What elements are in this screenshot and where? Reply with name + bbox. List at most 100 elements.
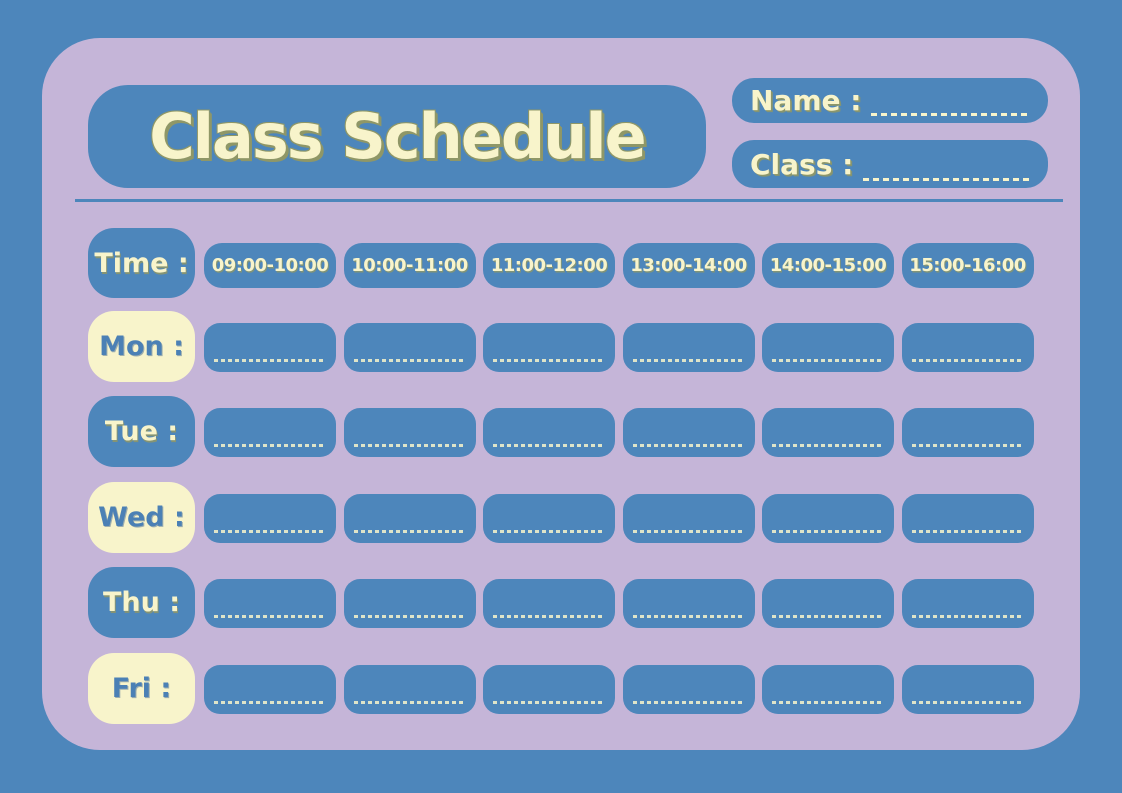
schedule-cell[interactable] [343, 408, 476, 457]
cell-write-line [353, 444, 466, 447]
day-label-text: Tue : [104, 416, 179, 447]
time-slot-text: 14:00-15:00 [769, 255, 887, 276]
cell-write-line [493, 615, 605, 618]
time-header-label: Time : [88, 228, 195, 298]
schedule-cell[interactable] [204, 323, 336, 372]
day-label-wed: Wed : [88, 482, 195, 553]
schedule-cell[interactable] [483, 323, 615, 372]
cell-write-line [214, 615, 326, 618]
day-cells-tue [204, 396, 1034, 457]
schedule-cell[interactable] [622, 323, 755, 372]
schedule-cell[interactable] [762, 579, 894, 628]
cell-write-line [772, 701, 884, 704]
cell-write-line [911, 615, 1024, 618]
day-row-mon: Mon : [88, 311, 1034, 382]
schedule-cell[interactable] [622, 494, 755, 543]
day-cells-thu [204, 567, 1034, 628]
cell-write-line [632, 444, 745, 447]
schedule-cell[interactable] [622, 579, 755, 628]
schedule-cell[interactable] [483, 579, 615, 628]
day-row-fri: Fri : [88, 653, 1034, 724]
day-label-text: Wed : [98, 502, 185, 533]
page-title: Class Schedule [149, 100, 646, 173]
schedule-cell[interactable] [762, 665, 894, 714]
day-label-mon: Mon : [88, 311, 195, 382]
schedule-cell[interactable] [901, 494, 1034, 543]
name-label: Name : [750, 84, 862, 117]
day-cells-wed [204, 482, 1034, 543]
time-slot: 11:00-12:00 [483, 243, 615, 288]
time-slot: 10:00-11:00 [343, 243, 476, 288]
day-cells-mon [204, 311, 1034, 372]
title-box: Class Schedule [88, 85, 706, 188]
cell-write-line [353, 359, 466, 362]
schedule-cell[interactable] [204, 408, 336, 457]
schedule-cell[interactable] [901, 665, 1034, 714]
schedule-cell[interactable] [901, 323, 1034, 372]
day-row-tue: Tue : [88, 396, 1034, 467]
day-label-tue: Tue : [88, 396, 195, 467]
time-slot-text: 09:00-10:00 [211, 255, 329, 276]
day-label-text: Thu : [102, 587, 181, 618]
cell-write-line [632, 359, 745, 362]
schedule-cell[interactable] [343, 579, 476, 628]
time-slot-text: 10:00-11:00 [351, 255, 468, 276]
day-label-thu: Thu : [88, 567, 195, 638]
cell-write-line [493, 701, 605, 704]
schedule-cell[interactable] [483, 494, 615, 543]
time-slot-text: 15:00-16:00 [909, 255, 1026, 276]
schedule-cell[interactable] [483, 408, 615, 457]
schedule-cell[interactable] [343, 665, 476, 714]
divider-line [75, 199, 1063, 202]
schedule-cell[interactable] [762, 408, 894, 457]
name-field[interactable]: Name : [732, 78, 1048, 123]
time-slot: 09:00-10:00 [204, 243, 336, 288]
cell-write-line [353, 701, 466, 704]
schedule-cell[interactable] [204, 665, 336, 714]
schedule-card: Class Schedule Name : Class : Time : 09:… [42, 38, 1080, 750]
schedule-cell[interactable] [483, 665, 615, 714]
cell-write-line [353, 615, 466, 618]
cell-write-line [911, 701, 1024, 704]
schedule-cell[interactable] [622, 665, 755, 714]
class-label: Class : [750, 147, 854, 181]
schedule-cell[interactable] [762, 494, 894, 543]
schedule-cell[interactable] [622, 408, 755, 457]
cell-write-line [632, 615, 745, 618]
name-write-line[interactable] [871, 113, 1030, 116]
cell-write-line [214, 530, 326, 533]
cell-write-line [632, 530, 745, 533]
cell-write-line [493, 359, 605, 362]
time-slot-text: 11:00-12:00 [490, 255, 608, 276]
time-slot: 15:00-16:00 [901, 243, 1034, 288]
class-field[interactable]: Class : [732, 140, 1048, 188]
cell-write-line [772, 444, 884, 447]
cell-write-line [214, 359, 326, 362]
cell-write-line [772, 615, 884, 618]
cell-write-line [911, 530, 1024, 533]
day-cells-fri [204, 653, 1034, 714]
cell-write-line [911, 444, 1024, 447]
cell-write-line [911, 359, 1024, 362]
cell-write-line [772, 530, 884, 533]
time-header-text: Time : [94, 247, 189, 279]
cell-write-line [772, 359, 884, 362]
cell-write-line [353, 530, 466, 533]
schedule-cell[interactable] [204, 579, 336, 628]
schedule-cell[interactable] [343, 494, 476, 543]
time-slot: 13:00-14:00 [622, 243, 755, 288]
class-write-line[interactable] [863, 178, 1030, 181]
time-slots: 09:00-10:00 10:00-11:00 11:00-12:00 13:0… [204, 228, 1034, 288]
time-slot: 14:00-15:00 [762, 243, 894, 288]
day-label-text: Fri : [111, 673, 172, 704]
cell-write-line [632, 701, 745, 704]
cell-write-line [493, 444, 605, 447]
schedule-cell[interactable] [901, 408, 1034, 457]
schedule-cell[interactable] [901, 579, 1034, 628]
time-row: Time : 09:00-10:00 10:00-11:00 11:00-12:… [88, 228, 1034, 298]
schedule-cell[interactable] [762, 323, 894, 372]
schedule-cell[interactable] [204, 494, 336, 543]
day-label-text: Mon : [99, 331, 184, 362]
day-row-thu: Thu : [88, 567, 1034, 638]
schedule-cell[interactable] [343, 323, 476, 372]
